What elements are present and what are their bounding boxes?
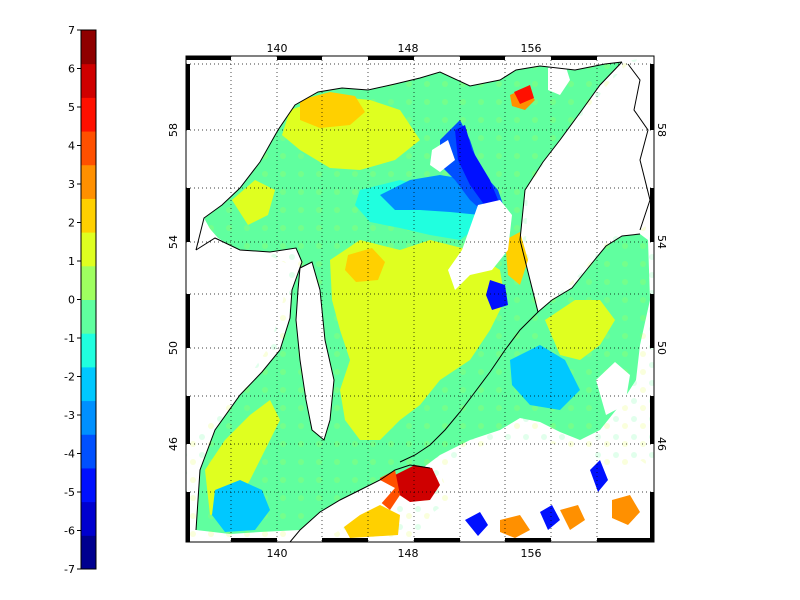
- coastline-mainland: [195, 61, 623, 251]
- lat-label-left-50: 50: [167, 341, 180, 355]
- colorbar-swatch: [81, 198, 96, 233]
- field-south-blue-patches: [465, 460, 608, 536]
- colorbar-label: 4: [68, 140, 75, 153]
- coastlines: [195, 61, 651, 542]
- colorbar-swatch: [81, 467, 96, 503]
- lon-label-bottom-140: 140: [267, 547, 288, 560]
- lat-label-right-46: 46: [655, 437, 668, 451]
- colorbar-swatch: [81, 400, 96, 435]
- lon-label-bottom-156: 156: [521, 547, 542, 560]
- missing-hokkaido-land: [290, 480, 395, 542]
- missing-kamchatka-north: [548, 64, 570, 95]
- lat-label-left-54: 54: [167, 235, 180, 249]
- colorbar-label: 1: [68, 255, 75, 268]
- missing-okhotsk-north: [430, 140, 455, 172]
- field-blue-kuril: [486, 280, 508, 310]
- colorbar-swatch: [81, 63, 96, 98]
- colorbar-label: -3: [64, 409, 75, 422]
- field-red-ne: [514, 85, 534, 104]
- missing-west-land: [186, 222, 290, 440]
- coastline-hokkaido: [289, 464, 431, 542]
- lon-label-top-140: 140: [267, 42, 288, 55]
- coastline-kurils: [399, 311, 539, 463]
- colorbar-label: -7: [64, 563, 75, 576]
- lat-labels-right: 46 50 54 58: [655, 123, 668, 451]
- colorbar-swatch: [81, 535, 96, 570]
- lon-labels-top: 140 148 156: [267, 42, 542, 55]
- colorbar-label: -2: [64, 371, 75, 384]
- field-yellow-west: [205, 400, 280, 515]
- colorbar-label: 2: [68, 217, 75, 230]
- field-orange-nw: [300, 92, 365, 128]
- colorbar-swatch: [81, 30, 96, 65]
- lat-label-left-46: 46: [167, 437, 180, 451]
- field-yellow-east: [545, 300, 615, 360]
- field-red-hokkaido: [395, 465, 440, 502]
- colorbar-label: -5: [64, 486, 75, 499]
- lat-label-right-54: 54: [655, 235, 668, 249]
- colorbar-label: -1: [64, 332, 75, 345]
- lon-label-bottom-148: 148: [398, 547, 419, 560]
- colorbar-swatches: [81, 30, 96, 570]
- colorbar-swatch: [81, 299, 96, 334]
- colorbar-swatch: [81, 265, 96, 300]
- colorbar: 7 6 5 4 3 2 1 0 -1 -2 -3 -4 -5 -6 -7: [64, 24, 97, 576]
- lat-label-right-50: 50: [655, 341, 668, 355]
- lon-label-top-148: 148: [398, 42, 419, 55]
- missing-east-coast: [596, 362, 630, 415]
- colorbar-label: 3: [68, 178, 75, 191]
- colorbar-swatch: [81, 333, 96, 368]
- frame-checker-left: [186, 64, 190, 542]
- colorbar-label: 7: [68, 24, 75, 37]
- field-cyan-east: [510, 345, 580, 410]
- colorbar-swatch: [81, 232, 96, 267]
- colorbar-label: -4: [64, 448, 75, 461]
- field-yellow-center: [330, 240, 505, 440]
- data-field: [186, 56, 654, 542]
- missing-northwest-land: [186, 56, 654, 252]
- lon-labels-bottom: 140 148 156: [267, 547, 542, 560]
- map-plot: 140 148 156 140 148 156 46 50 54 58 46 5…: [167, 42, 668, 560]
- colorbar-labels: 7 6 5 4 3 2 1 0 -1 -2 -3 -4 -5 -6 -7: [64, 24, 81, 576]
- field-cyan-southwest: [212, 480, 270, 532]
- colorbar-label: 6: [68, 63, 75, 76]
- colorbar-label: 0: [68, 294, 75, 307]
- frame-checker-right: [650, 64, 654, 542]
- colorbar-swatch: [81, 164, 96, 199]
- field-yellow-nw: [232, 180, 275, 225]
- colorbar-swatch: [81, 97, 96, 132]
- coastline-sakhalin: [295, 261, 335, 441]
- field-orange-east: [505, 232, 528, 285]
- colorbar-label: 5: [68, 101, 75, 114]
- coastline-amur: [195, 237, 303, 531]
- colorbar-swatch: [81, 434, 96, 469]
- frame-checker-top: [186, 56, 597, 60]
- colorbar-swatch: [81, 366, 96, 402]
- field-blue-darkest: [455, 125, 500, 210]
- colorbar-swatch: [81, 501, 96, 536]
- map-frame: [185, 55, 655, 543]
- missing-okhotsk-east: [448, 200, 512, 290]
- lat-label-left-58: 58: [167, 123, 180, 137]
- field-orange-center: [345, 248, 385, 282]
- colorbar-swatch: [81, 131, 96, 166]
- coastline-kamchatka: [519, 61, 641, 313]
- grid: [186, 56, 654, 542]
- colorbar-label: -6: [64, 525, 75, 538]
- lon-label-top-156: 156: [521, 42, 542, 55]
- field-south-patches: [500, 495, 640, 538]
- lat-label-right-58: 58: [655, 123, 668, 137]
- lat-labels-left: 46 50 54 58: [167, 123, 180, 451]
- missing-kamchatka: [526, 56, 654, 310]
- frame-checker-bottom: [231, 538, 654, 542]
